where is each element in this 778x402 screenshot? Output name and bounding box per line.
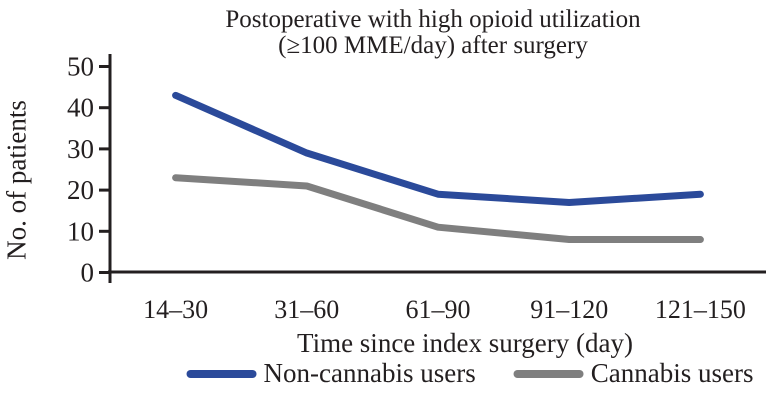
- series-line-cannabis-users: [172, 174, 704, 244]
- y-tick-label: 40: [67, 93, 94, 123]
- x-axis-label: Time since index surgery (day): [297, 328, 633, 358]
- legend-item-cannabis: Cannabis users: [513, 358, 754, 389]
- x-tick-label: 61–90: [406, 295, 471, 324]
- x-tick-label: 91–120: [530, 295, 608, 324]
- chart-title: Postoperative with high opioid utilizati…: [83, 7, 778, 59]
- legend: Non-cannabis users Cannabis users: [186, 358, 754, 389]
- y-tick-label: 30: [67, 134, 94, 164]
- x-tick-label: 121–150: [655, 295, 746, 324]
- y-tick-label: 20: [67, 175, 94, 205]
- legend-item-non-cannabis: Non-cannabis users: [186, 358, 476, 389]
- y-tick-label: 50: [67, 52, 94, 82]
- x-tick-label: 31–60: [274, 295, 339, 324]
- y-tick-label: 0: [81, 258, 95, 288]
- chart-title-line2: (≥100 MME/day) after surgery: [278, 32, 588, 59]
- legend-label-cannabis: Cannabis users: [590, 358, 754, 388]
- legend-label-non-cannabis: Non-cannabis users: [263, 358, 476, 388]
- series-line-non-cannabis-users: [172, 91, 704, 206]
- non-cannabis-line-swatch: [186, 369, 257, 378]
- y-tick-label: 10: [67, 216, 94, 246]
- chart-title-line1: Postoperative with high opioid utilizati…: [225, 6, 641, 33]
- cannabis-line-swatch: [513, 369, 584, 378]
- x-tick-label: 14–30: [143, 295, 208, 324]
